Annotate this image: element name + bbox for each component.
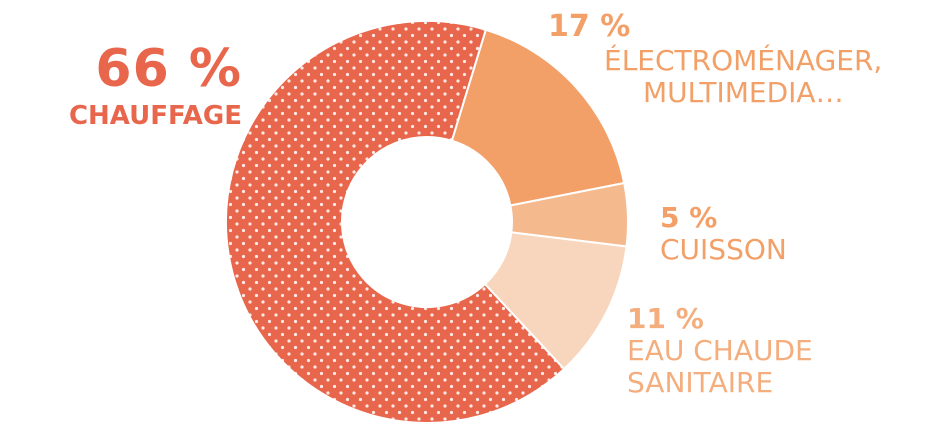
label-chauffage: 66 % CHAUFFAGE [22,39,242,132]
donut-slices [225,20,629,422]
label-electromenager-value: 17 % [548,9,631,44]
slice-chauffage [225,20,566,422]
label-eau-chaude-value: 11 % [627,302,704,335]
label-electromenager-name-line2: MULTIMEDIA… [643,75,844,109]
label-chauffage-name: CHAUFFAGE [68,100,242,131]
label-chauffage-value: 66 % [95,39,242,99]
label-electromenager-name-line1: ÉLECTROMÉNAGER, [604,43,883,77]
label-cuisson-value: 5 % [660,201,718,234]
label-cuisson: 5 % CUISSON [660,201,787,267]
label-cuisson-name: CUISSON [660,233,787,267]
label-eau-chaude-name-line2: SANITAIRE [627,366,774,400]
slice-electromenager [450,28,626,207]
label-eau-chaude: 11 % EAU CHAUDE SANITAIRE [627,302,813,400]
label-eau-chaude-name-line1: EAU CHAUDE [627,334,813,368]
label-electromenager: 17 % ÉLECTROMÉNAGER, MULTIMEDIA… [548,9,883,109]
